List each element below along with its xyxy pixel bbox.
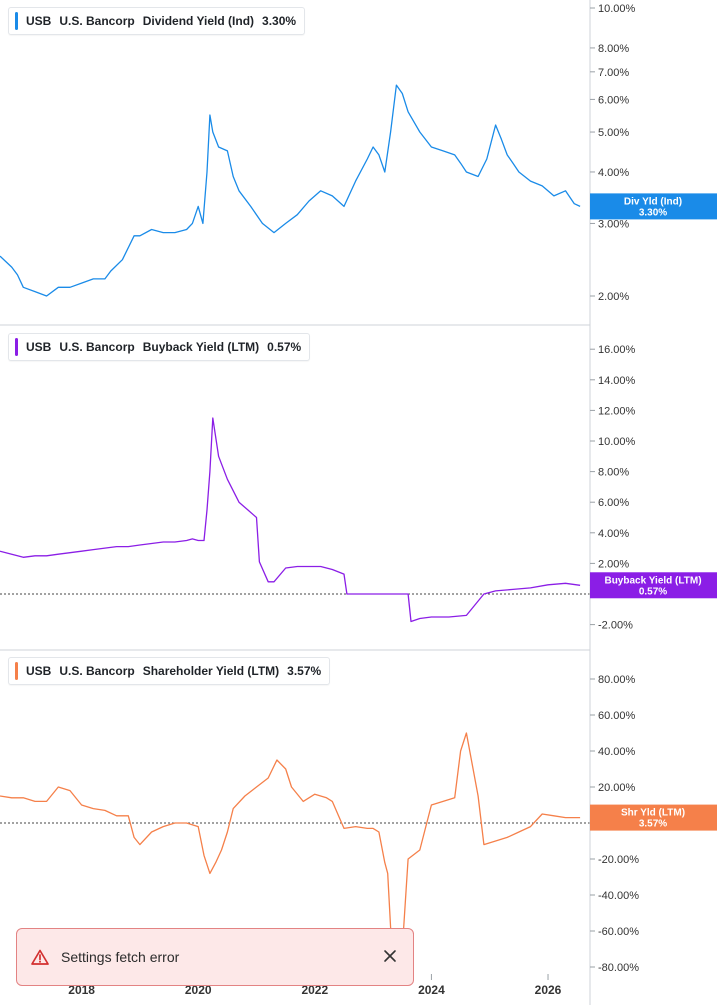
y-tick-label: 10.00% [598,436,636,448]
value-badge-label: Div Yld (Ind) [624,196,682,207]
series-line [0,417,581,623]
metric-value: 3.30% [262,14,297,28]
y-tick-label: 40.00% [598,746,636,758]
y-tick-label: 80.00% [598,674,636,686]
value-badge-value: 3.30% [639,207,667,218]
y-tick-label: 4.00% [598,528,629,540]
value-badge-value: 3.57% [639,819,667,830]
metric-label: Buyback Yield (LTM) [142,340,260,354]
legend-dividend-yield[interactable]: USB U.S. Bancorp Dividend Yield (Ind) 3.… [8,7,306,35]
y-tick-label: 10.00% [598,3,636,15]
y-tick-label: 7.00% [598,67,629,79]
warning-icon [31,949,49,965]
y-tick-label: 8.00% [598,43,629,55]
metric-label: Dividend Yield (Ind) [142,14,255,28]
value-badge [590,193,717,220]
y-tick-label: -80.00% [598,962,639,974]
y-tick-label: 5.00% [598,127,629,139]
y-tick-label: 6.00% [598,94,629,106]
y-tick-label: 6.00% [598,497,629,509]
series-color-swatch [15,12,18,30]
y-tick-label: 2.00% [598,558,629,570]
series-line [0,732,581,977]
ticker-label: USB [26,340,52,354]
metric-value: 3.57% [287,664,322,678]
series-line [0,84,581,297]
company-label: U.S. Bancorp [59,14,135,28]
error-toast: Settings fetch error [16,928,414,986]
y-tick-label: 3.00% [598,218,629,230]
metric-value: 0.57% [267,340,302,354]
y-tick-label: 8.00% [598,467,629,479]
company-label: U.S. Bancorp [59,340,135,354]
y-tick-label: 14.00% [598,375,636,387]
y-tick-label: -2.00% [598,620,633,632]
legend-shareholder-yield[interactable]: USB U.S. Bancorp Shareholder Yield (LTM)… [8,657,331,685]
toast-message: Settings fetch error [61,949,180,965]
value-badge-label: Buyback Yield (LTM) [604,575,701,586]
y-tick-label: 4.00% [598,167,629,179]
value-badge [590,572,717,599]
y-tick-label: 20.00% [598,782,636,794]
value-badge [590,804,717,831]
x-tick-label: 2026 [535,983,562,997]
ticker-label: USB [26,14,52,28]
x-tick-label: 2018 [68,983,95,997]
x-tick-label: 2024 [418,983,445,997]
y-tick-label: -40.00% [598,890,639,902]
y-tick-label: 60.00% [598,710,636,722]
metric-label: Shareholder Yield (LTM) [142,664,280,678]
ticker-label: USB [26,664,52,678]
close-icon[interactable] [383,949,397,963]
x-tick-label: 2020 [185,983,212,997]
x-tick-label: 2022 [301,983,328,997]
legend-buyback-yield[interactable]: USB U.S. Bancorp Buyback Yield (LTM) 0.5… [8,333,311,361]
y-tick-label: 16.00% [598,344,636,356]
y-tick-label: -20.00% [598,854,639,866]
series-color-swatch [15,662,18,680]
value-badge-value: 0.57% [639,586,667,597]
y-tick-label: 2.00% [598,291,629,303]
series-color-swatch [15,338,18,356]
value-badge-label: Shr Yld (LTM) [621,808,685,819]
company-label: U.S. Bancorp [59,664,135,678]
y-tick-label: 12.00% [598,405,636,417]
y-tick-label: -60.00% [598,926,639,938]
